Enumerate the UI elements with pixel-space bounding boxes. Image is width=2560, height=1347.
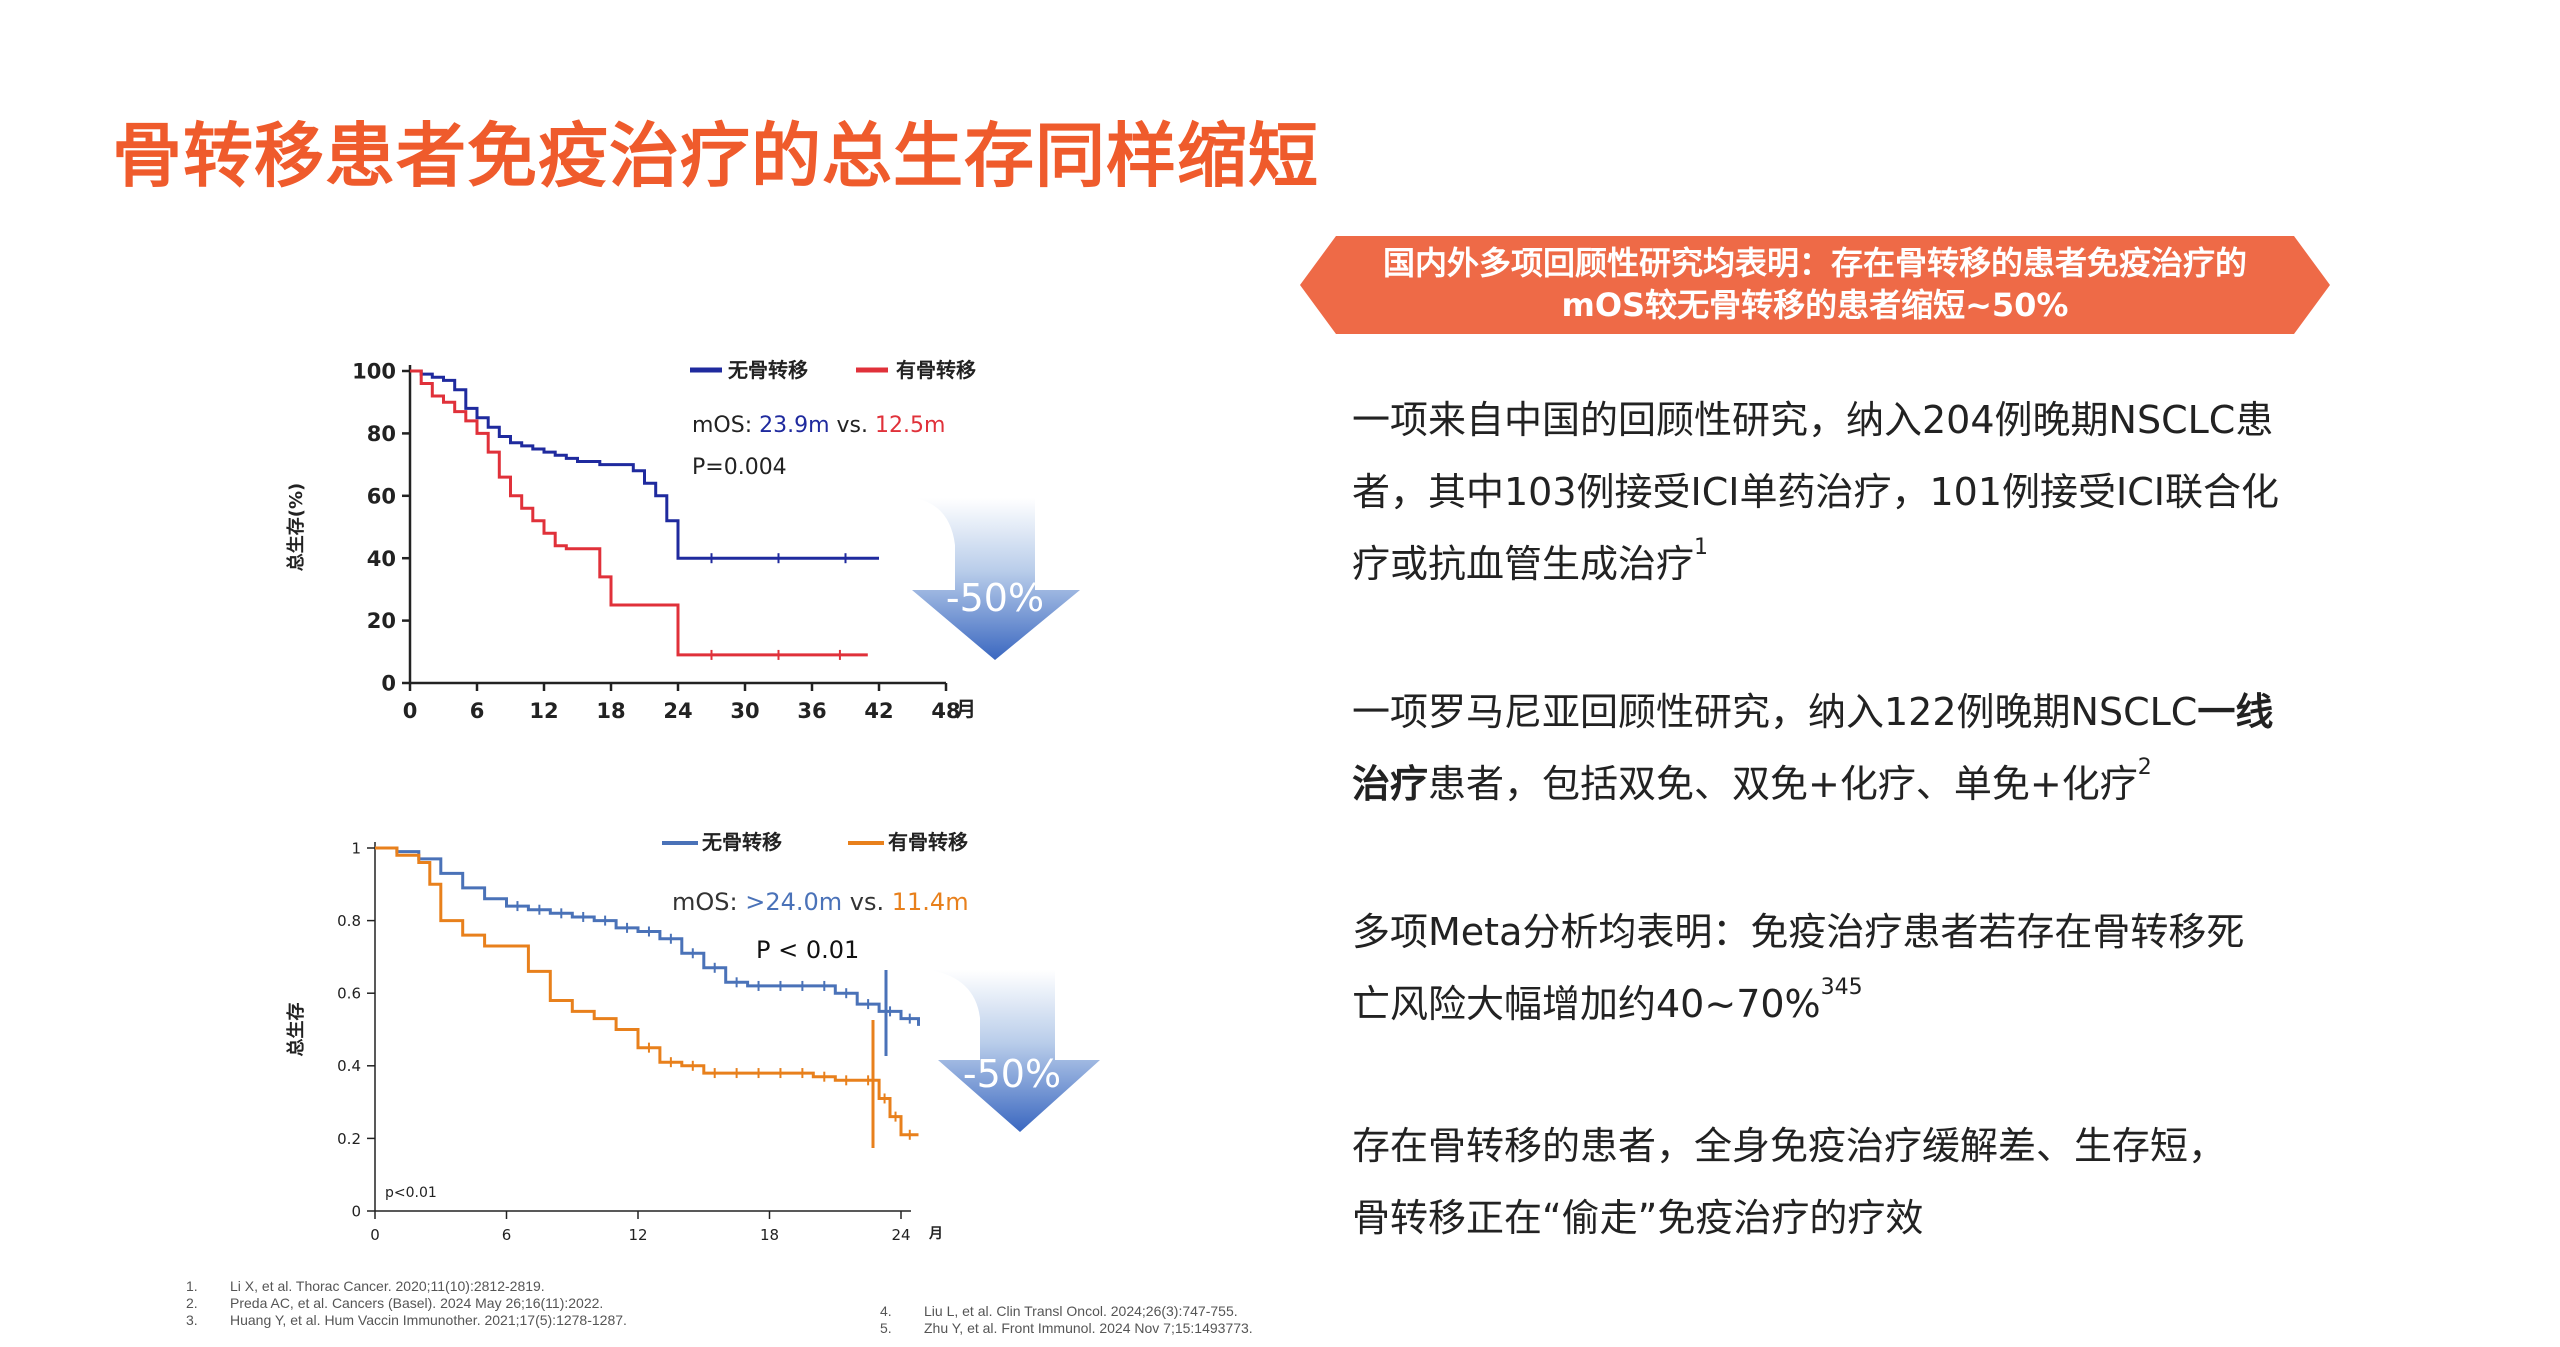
series-line-no-bone-metastasis [375,846,920,1026]
y-tick-label: 100 [352,360,396,384]
legend-label-bone: 有骨转移 [896,358,976,382]
finding-1-ref: 1 [1694,535,1709,560]
mos-bone-value: 11.4m [892,888,969,916]
finding-2-bold-a: 一线 [2197,690,2274,734]
mos-vs: vs. [830,413,875,438]
finding-1-line-1: 一项来自中国的回顾性研究，纳入204例晚期NSCLC患 [1352,398,2274,442]
finding-3-ref: 345 [1820,975,1863,1000]
chart-2: 0 0.2 0.4 0.6 0.8 1 0 6 12 18 24 月 总生存 无骨转移 有骨转移 mOS: >… [285,830,1100,1244]
reference-item: 5. Zhu Y, et al. Front Immunol. 2024 Nov … [880,1320,1253,1336]
mos-annotation: mOS: 23.9m vs. 12.5m [692,413,945,438]
x-tick-label: 30 [730,699,759,723]
x-tick-label: 0 [403,699,418,723]
p-value: P < 0.01 [756,936,859,964]
finding-3-text: 亡风险大幅增加约40~70% [1352,982,1821,1026]
banner-line-1: 国内外多项回顾性研究均表明：存在骨转移的患者免疫治疗的 [1382,244,2247,282]
finding-2-ref: 2 [2137,755,2152,780]
y-tick-label: 0.8 [337,912,361,930]
reference-item: 3. Huang Y, et al. Hum Vaccin Immunother.… [186,1312,627,1328]
series-line-bone-metastasis [410,369,868,657]
x-tick-label: 12 [529,699,558,723]
y-tick-label: 1 [351,839,361,857]
y-axis-label: 总生存(%) [285,483,307,572]
x-tick-label: 6 [502,1226,512,1244]
x-tick-label: 48 [931,699,960,723]
y-tick-label: 40 [367,547,396,571]
mos-no-bone-value: 23.9m [759,413,829,438]
x-tick-label: 18 [760,1226,779,1244]
y-tick-label: 80 [367,422,396,446]
mos-vs: vs. [842,888,892,916]
x-tick-label: 24 [663,699,692,723]
finding-4-line-1: 存在骨转移的患者，全身免疫治疗缓解差、生存短， [1352,1124,2227,1168]
reference-item: 1. Li X, et al. Thorac Cancer. 2020;11(10… [186,1278,545,1294]
legend-label-no-bone: 无骨转移 [728,358,808,382]
finding-1: 一项来自中国的回顾性研究，纳入204例晚期NSCLC患 者，其中103例接受IC… [1352,384,2332,600]
x-unit-label: 月 [955,697,976,721]
finding-4: 存在骨转移的患者，全身免疫治疗缓解差、生存短， 骨转移正在“偷走”免疫治疗的疗效 [1352,1110,2332,1254]
references-left: 1. Li X, et al. Thorac Cancer. 2020;11(10… [186,1278,627,1329]
finding-4-line-2: 骨转移正在“偷走”免疫治疗的疗效 [1352,1196,1924,1240]
page-title: 骨转移患者免疫治疗的总生存同样缩短 [112,115,1319,197]
x-tick-label: 36 [797,699,826,723]
reference-item: 4. Liu L, et al. Clin Transl Oncol. 2024;… [880,1303,1238,1319]
finding-2: 一项罗马尼亚回顾性研究，纳入122例晚期NSCLC一线 治疗患者，包括双免、双免… [1352,676,2332,820]
x-tick-label: 6 [470,699,485,723]
mos-label: mOS: [672,888,745,916]
y-tick-label: 20 [367,609,396,633]
decrease-arrow [912,498,1080,660]
finding-1-line-2: 者，其中103例接受ICI单药治疗，101例接受ICI联合化 [1352,470,2279,514]
x-tick-label: 12 [628,1226,647,1244]
reference-item: 2. Preda AC, et al. Cancers (Basel). 2024… [186,1295,604,1311]
decrease-label: -50% [946,576,1044,620]
banner-line-2: mOS较无骨转移的患者缩短~50% [1561,286,2069,324]
x-tick-label: 18 [596,699,625,723]
x-unit-label: 月 [928,1226,943,1242]
mos-label: mOS: [692,413,759,438]
finding-2-text-b: 患者，包括双免、双免+化疗、单免+化疗 [1428,762,2138,806]
survival-charts: 0204060801000 6 12 18 24 30 36 42 48月总生存(%)无骨转移有… [285,358,1100,1244]
finding-1-text: 疗或抗血管生成治疗 [1352,542,1695,586]
legend-label-bone: 有骨转移 [888,830,968,854]
p-value: P=0.004 [692,455,787,480]
mos-no-bone-value: >24.0m [745,888,842,916]
y-tick-label: 0 [351,1202,361,1220]
finding-3-line-2: 亡风险大幅增加约40~70%345 [1352,968,2332,1040]
legend-label-no-bone: 无骨转移 [702,830,782,854]
decrease-arrow [930,970,1100,1132]
x-tick-label: 42 [864,699,893,723]
decrease-label: -50% [963,1052,1061,1096]
p-value-corner: p<0.01 [385,1185,437,1201]
finding-3: 多项Meta分析均表明：免疫治疗患者若存在骨转移死 亡风险大幅增加约40~70%… [1352,896,2332,1040]
y-tick-label: 0.2 [337,1130,361,1148]
series-line-bone-metastasis [375,846,919,1137]
chart-1: 0 20 40 60 80 100 0 6 12 18 24 30 36 42 48月 总生存(%) 无骨转移 有… [285,358,1080,723]
y-tick-label: 60 [367,484,396,508]
series-line-no-bone-metastasis [410,369,879,560]
y-tick-label: 0.6 [337,985,361,1003]
finding-2-text-a: 一项罗马尼亚回顾性研究，纳入122例晚期NSCLC [1352,690,2198,734]
x-tick-label: 24 [891,1226,910,1244]
y-tick-label: 0.4 [337,1057,361,1075]
finding-2-bold-b: 治疗 [1352,762,1429,806]
y-axis-label: 总生存 [285,1003,307,1057]
finding-3-line-1: 多项Meta分析均表明：免疫治疗患者若存在骨转移死 [1352,910,2245,954]
y-tick-label: 0 [381,672,396,696]
conclusion-banner: 国内外多项回顾性研究均表明：存在骨转移的患者免疫治疗的 mOS较无骨转移的患者缩… [1300,236,2330,334]
finding-2-line-2: 治疗患者，包括双免、双免+化疗、单免+化疗2 [1352,748,2332,820]
references-right: 4. Liu L, et al. Clin Transl Oncol. 2024;… [880,1303,1253,1337]
mos-bone-value: 12.5m [875,413,945,438]
mos-annotation: mOS: >24.0m vs. 11.4m [672,888,969,916]
x-tick-label: 0 [370,1226,380,1244]
finding-2-line-1: 一项罗马尼亚回顾性研究，纳入122例晚期NSCLC一线 [1352,676,2332,748]
finding-1-line-3: 疗或抗血管生成治疗1 [1352,528,2332,600]
